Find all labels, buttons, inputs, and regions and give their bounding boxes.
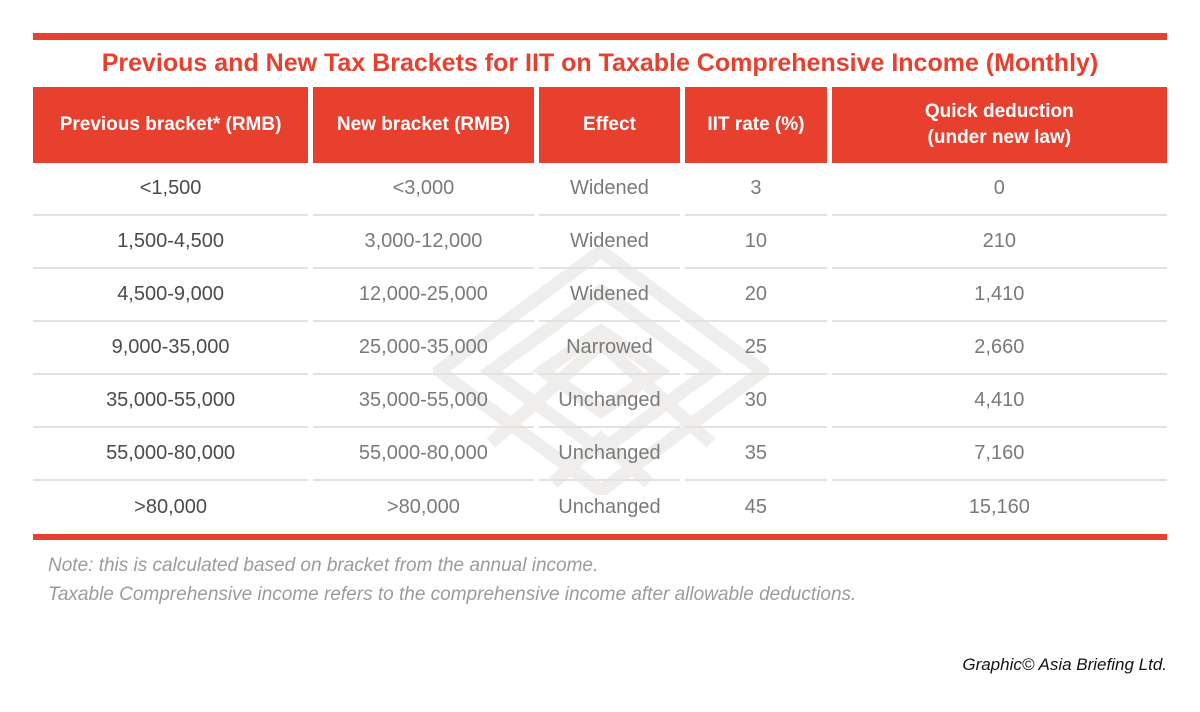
table-cell: 30 xyxy=(685,375,827,428)
column-header-iit-rate: IIT rate (%) xyxy=(685,87,827,163)
table-cell: 9,000-35,000 xyxy=(33,322,309,375)
table-cell: <3,000 xyxy=(313,163,534,216)
table-cell: 3 xyxy=(685,163,827,216)
table-row: >80,000 >80,000 Unchanged 45 15,160 xyxy=(33,481,1167,534)
table-cell: 35 xyxy=(685,428,827,481)
table-cell: Widened xyxy=(538,163,681,216)
table-cell: 0 xyxy=(831,163,1167,216)
table-cell: Narrowed xyxy=(538,322,681,375)
asia-briefing-watermark-logo-icon xyxy=(433,247,769,495)
table-cell: >80,000 xyxy=(387,496,460,518)
table-cell: 210 xyxy=(831,216,1167,269)
table-cell: 4,500-9,000 xyxy=(33,269,309,322)
table-header-row: Previous bracket* (RMB) New bracket (RMB… xyxy=(33,87,1167,163)
chart-title: Previous and New Tax Brackets for IIT on… xyxy=(101,49,1099,77)
table-cell: Unchanged xyxy=(558,496,661,518)
column-header-previous-bracket: Previous bracket* (RMB) xyxy=(33,87,309,163)
column-header-quick-deduction-line2: (under new law) xyxy=(927,127,1072,148)
table-row: <1,500 <3,000 Widened 3 0 xyxy=(33,163,1167,216)
column-header-effect: Effect xyxy=(538,87,681,163)
table-cell: Widened xyxy=(538,269,681,322)
table-cell: 7,160 xyxy=(831,428,1167,481)
footnote-line: Taxable Comprehensive income refers to t… xyxy=(48,583,857,605)
table-row: 9,000-35,000 25,000-35,000 Narrowed 25 2… xyxy=(33,322,1167,375)
footnote-line: Note: this is calculated based on bracke… xyxy=(48,555,599,576)
table-row: 55,000-80,000 55,000-80,000 Unchanged 35… xyxy=(33,428,1167,481)
table-cell: 15,160 xyxy=(968,496,1030,518)
column-header-new-bracket: New bracket (RMB) xyxy=(313,87,534,163)
top-accent-bar xyxy=(33,33,1167,40)
table-cell: 20 xyxy=(685,269,827,322)
table-cell: Widened xyxy=(538,216,681,269)
table-cell: 3,000-12,000 xyxy=(313,216,534,269)
table-cell: Unchanged xyxy=(538,428,681,481)
graphic-credit: Graphic© Asia Briefing Ltd. xyxy=(962,655,1167,674)
table-cell: 10 xyxy=(685,216,827,269)
table-cell: <1,500 xyxy=(33,163,309,216)
table-cell: 12,000-25,000 xyxy=(313,269,534,322)
bottom-accent-bar xyxy=(33,534,1167,540)
table-cell: 55,000-80,000 xyxy=(33,428,309,481)
table-row: 4,500-9,000 12,000-25,000 Widened 20 1,4… xyxy=(33,269,1167,322)
table-cell: 1,410 xyxy=(831,269,1167,322)
table-cell: 35,000-55,000 xyxy=(313,375,534,428)
table-cell: >80,000 xyxy=(134,496,207,518)
table-cell: 45 xyxy=(744,496,768,518)
table-cell: 1,500-4,500 xyxy=(33,216,309,269)
table-cell: 35,000-55,000 xyxy=(33,375,309,428)
table-cell: 2,660 xyxy=(831,322,1167,375)
table-row: 1,500-4,500 3,000-12,000 Widened 10 210 xyxy=(33,216,1167,269)
table-cell: 25,000-35,000 xyxy=(313,322,534,375)
table-row: 35,000-55,000 35,000-55,000 Unchanged 30… xyxy=(33,375,1167,428)
table-cell: 55,000-80,000 xyxy=(313,428,534,481)
column-header-quick-deduction: Quick deduction (under new law) xyxy=(831,87,1167,163)
column-header-quick-deduction-line1: Quick deduction xyxy=(924,101,1074,123)
infographic-content: Previous and New Tax Brackets for IIT on… xyxy=(33,0,1167,609)
table-cell: 25 xyxy=(685,322,827,375)
tax-brackets-table: Previous bracket* (RMB) New bracket (RMB… xyxy=(28,87,1172,534)
table-cell: Unchanged xyxy=(538,375,681,428)
table-cell: 4,410 xyxy=(831,375,1167,428)
footnotes: Note: this is calculated based on bracke… xyxy=(33,540,1167,609)
